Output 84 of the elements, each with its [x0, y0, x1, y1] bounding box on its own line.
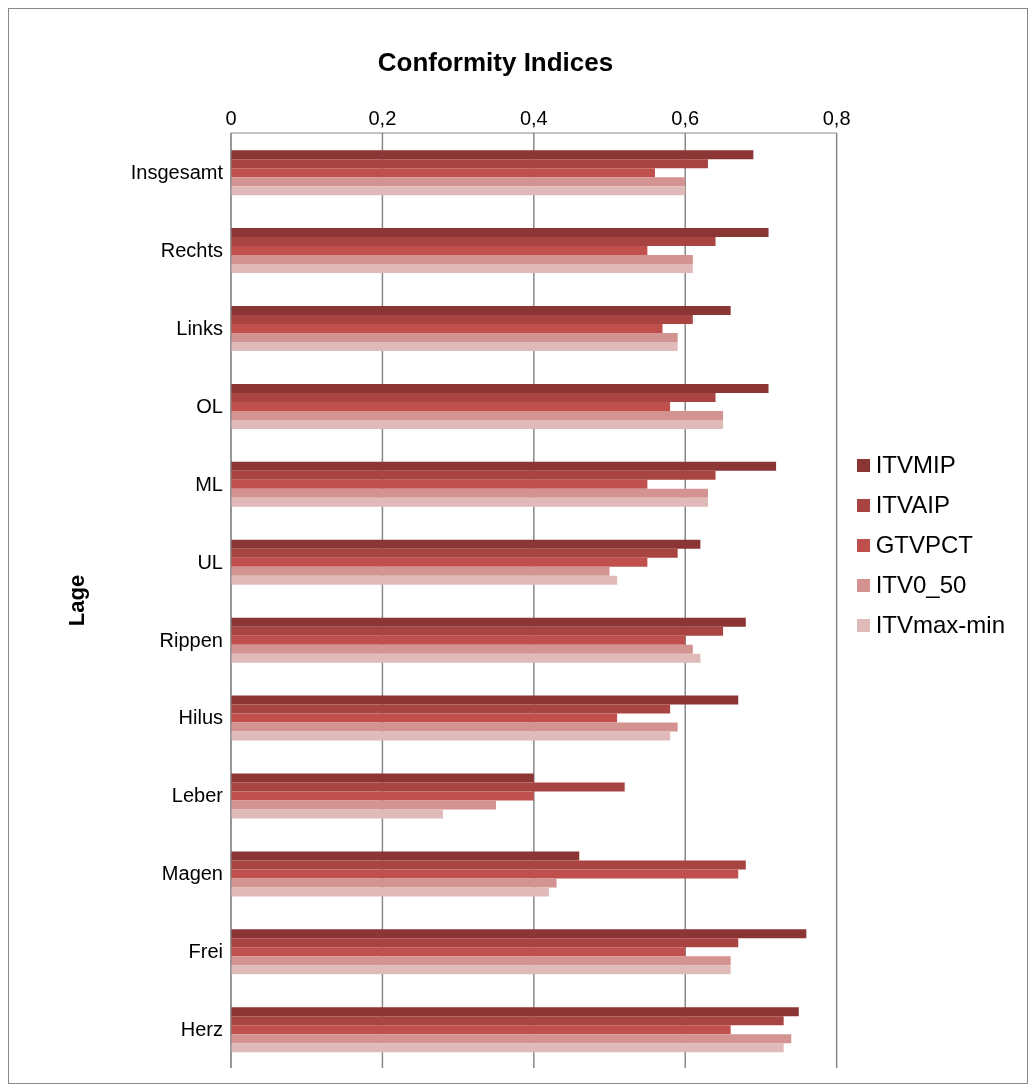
bar	[231, 1034, 792, 1044]
bar	[231, 878, 557, 888]
bar	[231, 150, 754, 160]
legend-label: ITVMIP	[875, 450, 956, 480]
bar	[231, 410, 724, 420]
bar	[231, 938, 739, 948]
y-tick-label: UL	[197, 550, 223, 573]
y-tick-label: Insgesamt	[130, 161, 224, 184]
y-tick-label: Hilus	[178, 706, 223, 729]
bar	[231, 947, 686, 957]
bar	[231, 177, 686, 187]
bar	[231, 548, 678, 558]
bar	[231, 1016, 784, 1026]
bar	[231, 237, 716, 247]
bar	[231, 887, 549, 897]
y-tick-label: Rechts	[160, 238, 223, 261]
bar	[231, 323, 663, 333]
bar	[231, 575, 618, 585]
bar	[231, 419, 724, 429]
bar	[231, 264, 693, 274]
bar	[231, 401, 671, 411]
bar	[231, 773, 534, 783]
bar	[231, 713, 618, 723]
x-tick-label: 0,6	[671, 107, 700, 129]
bar	[231, 314, 693, 324]
bar	[231, 246, 648, 256]
bar	[231, 168, 655, 178]
y-tick-label: OL	[196, 394, 223, 417]
bar	[231, 305, 731, 315]
bar	[231, 557, 648, 567]
bar	[231, 566, 610, 576]
bar	[231, 635, 686, 645]
bar	[231, 461, 777, 471]
chart-title: Conformity Indices	[376, 47, 615, 78]
bar	[231, 929, 807, 939]
bar	[231, 488, 708, 498]
bar	[231, 851, 580, 861]
bar	[231, 255, 693, 265]
legend-label: ITV0_50	[875, 570, 967, 600]
bar	[231, 1007, 799, 1017]
x-tick-label: 0,2	[368, 107, 397, 129]
bar	[231, 731, 671, 741]
bar	[231, 159, 708, 169]
bar	[231, 860, 746, 870]
bar	[231, 695, 739, 705]
bar	[231, 539, 701, 549]
y-tick-label: ML	[195, 472, 223, 495]
bar	[231, 1043, 784, 1053]
bar	[231, 617, 746, 627]
legend-label: GTVPCT	[875, 530, 973, 560]
bar	[231, 704, 671, 714]
bar	[231, 332, 678, 342]
bar	[231, 800, 496, 810]
bar	[231, 228, 769, 238]
y-tick-label: Herz	[180, 1018, 223, 1041]
bar	[231, 956, 731, 966]
bar	[231, 644, 693, 654]
y-tick-label: Links	[176, 316, 223, 339]
legend-label: ITVAIP	[875, 490, 950, 520]
y-axis-title: Lage	[63, 574, 89, 627]
bar	[231, 186, 686, 196]
bar	[231, 392, 716, 402]
y-tick-label: Rippen	[159, 628, 223, 651]
bar	[231, 470, 716, 480]
bar	[231, 497, 708, 507]
bar	[231, 722, 678, 732]
x-tick-label: 0,4	[519, 107, 548, 129]
x-tick-label: 0	[225, 107, 237, 129]
legend-label: ITVmax-min	[875, 610, 1005, 640]
bar	[231, 479, 648, 489]
bar	[231, 341, 678, 351]
bar	[231, 791, 534, 801]
y-tick-label: Magen	[161, 862, 223, 885]
bar	[231, 782, 625, 792]
y-tick-label: Frei	[188, 940, 223, 963]
bar	[231, 809, 443, 819]
bar	[231, 653, 701, 663]
bar	[231, 626, 724, 636]
bar	[231, 869, 739, 879]
x-tick-label: 0,8	[822, 107, 851, 129]
bar	[231, 965, 731, 975]
y-tick-label: Leber	[171, 784, 224, 807]
bar	[231, 383, 769, 393]
bar	[231, 1025, 731, 1035]
